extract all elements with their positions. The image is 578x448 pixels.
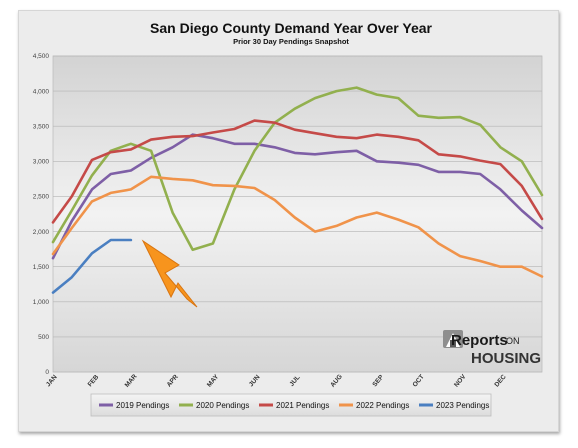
legend-entry: 2019 Pendings	[116, 401, 169, 410]
legend-entry: 2023 Pendings	[436, 401, 489, 410]
x-tick-label: JUL	[288, 374, 301, 388]
y-tick-label: 3,000	[33, 159, 50, 166]
svg-text:ON: ON	[506, 336, 520, 346]
plot-area	[52, 55, 543, 373]
x-tick-label: JUN	[248, 374, 262, 389]
y-tick-label: 1,000	[33, 299, 50, 306]
reports-on-housing-logo: Reports ON HOUSING	[443, 330, 541, 367]
x-tick-label: DEC	[493, 373, 507, 388]
y-tick-label: 4,000	[33, 88, 50, 95]
gridlines	[53, 55, 542, 373]
y-tick-label: 2,000	[33, 229, 50, 236]
legend-entry: 2021 Pendings	[276, 401, 329, 410]
svg-text:Reports: Reports	[451, 332, 508, 349]
chart-subtitle: Prior 30 Day Pendings Snapshot	[233, 37, 349, 46]
x-tick-label: MAY	[206, 373, 221, 389]
y-tick-label: 2,500	[33, 194, 50, 201]
legend: 2019 Pendings 2020 Pendings 2021 Pendings 2…	[90, 393, 492, 417]
legend-entry: 2022 Pendings	[356, 401, 409, 410]
series-line-5	[51, 238, 133, 294]
svg-text:HOUSING: HOUSING	[471, 350, 541, 367]
chart: San Diego County Demand Year Over Year P…	[33, 20, 544, 417]
y-axis: 0 500 1,000 1,500 2,000 2,500 3,000 3,500 4,000 4…	[33, 53, 50, 376]
y-tick-label: 0	[45, 369, 49, 376]
y-tick-label: 3,500	[33, 123, 50, 130]
y-tick-label: 1,500	[33, 264, 50, 271]
series-line-3	[51, 119, 544, 224]
x-axis: JAN FEB MAR APR MAY JUN JUL AUG SEP OCT NOV DEC	[45, 373, 508, 389]
x-tick-label: SEP	[371, 373, 385, 388]
chart-frame: San Diego County Demand Year Over Year P…	[18, 10, 559, 432]
x-tick-label: AUG	[329, 373, 344, 389]
y-tick-label: 4,500	[33, 53, 50, 60]
x-tick-label: MAR	[124, 373, 139, 389]
series-line-4	[51, 175, 544, 278]
arrow-annotation-icon	[141, 239, 198, 308]
series-lines	[51, 86, 544, 294]
chart-title: San Diego County Demand Year Over Year	[150, 20, 432, 36]
series-line-1	[51, 133, 544, 260]
x-tick-label: APR	[166, 373, 180, 388]
y-tick-label: 500	[38, 334, 49, 341]
x-tick-label: FEB	[87, 374, 101, 389]
series-line-2	[51, 86, 544, 252]
x-tick-label: NOV	[453, 373, 468, 389]
legend-entry: 2020 Pendings	[196, 401, 249, 410]
x-tick-label: OCT	[412, 374, 426, 389]
